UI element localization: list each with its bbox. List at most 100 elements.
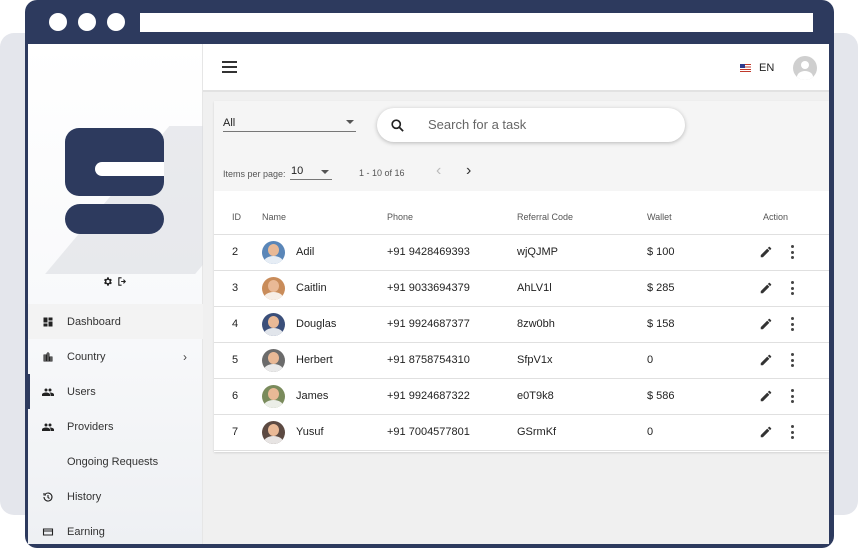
chevron-right-icon: › — [183, 350, 187, 364]
window-dot-3[interactable] — [107, 13, 125, 31]
hamburger-menu-icon[interactable] — [222, 61, 237, 73]
window-dot-2[interactable] — [78, 13, 96, 31]
cell-name: Yusuf — [258, 414, 387, 451]
cell-id: 4 — [214, 306, 258, 343]
more-vert-icon[interactable] — [790, 425, 794, 439]
people-icon — [41, 420, 54, 433]
sidebar-item-earning[interactable]: Earning — [28, 514, 203, 544]
cell-referral-code: wjQJMP — [517, 234, 647, 271]
items-per-page-label: Items per page: — [223, 169, 286, 179]
city-icon — [41, 350, 54, 363]
sidebar-item-ongoing-requests[interactable]: Ongoing Requests — [28, 444, 203, 479]
previous-page-icon[interactable]: ‹ — [436, 162, 442, 179]
edit-pencil-icon[interactable] — [759, 317, 773, 331]
sidebar-item-label: Dashboard — [67, 315, 121, 328]
paginator: Items per page: 10 1 - 10 of 16 ‹ › — [214, 157, 829, 187]
page-range-label: 1 - 10 of 16 — [359, 168, 405, 178]
more-vert-icon[interactable] — [790, 281, 794, 295]
filter-bar: All Search for a task Items per page: 10 — [214, 101, 829, 191]
status-filter-value: All — [223, 117, 236, 129]
cell-wallet: $ 158 — [647, 306, 759, 343]
search-field[interactable]: Search for a task — [377, 108, 685, 142]
avatar[interactable] — [262, 276, 285, 300]
cell-id: 3 — [214, 270, 258, 307]
column-header-referral-code[interactable]: Referral Code — [517, 200, 647, 235]
column-header-name[interactable]: Name — [258, 200, 387, 235]
column-header-phone[interactable]: Phone — [387, 200, 517, 235]
avatar[interactable] — [262, 384, 285, 408]
cell-name: Adil — [258, 234, 387, 271]
sidebar-nav: Dashboard Country › Users — [28, 304, 203, 544]
sidebar-item-users[interactable]: Users — [28, 374, 203, 409]
search-icon — [390, 118, 405, 133]
cell-id: 6 — [214, 378, 258, 415]
edit-pencil-icon[interactable] — [759, 281, 773, 295]
more-vert-icon[interactable] — [790, 389, 794, 403]
search-placeholder: Search for a task — [428, 117, 527, 132]
user-name: Herbert — [296, 354, 333, 366]
sidebar-item-dashboard[interactable]: Dashboard — [28, 304, 203, 339]
people-icon — [41, 385, 54, 398]
cell-wallet: $ 586 — [647, 378, 759, 415]
cell-name: Herbert — [258, 342, 387, 379]
logout-icon[interactable] — [117, 274, 128, 292]
account-avatar-icon[interactable] — [793, 56, 817, 80]
more-vert-icon[interactable] — [790, 245, 794, 259]
cell-referral-code: 8zw0bh — [517, 306, 647, 343]
window-dot-1[interactable] — [49, 13, 67, 31]
table-row[interactable]: 2 Adil +91 9428469393 wjQJMP $ 100 — [214, 234, 829, 271]
status-filter-select[interactable]: All — [223, 115, 356, 132]
sidebar-item-country[interactable]: Country › — [28, 339, 203, 374]
us-flag-icon[interactable] — [740, 64, 751, 72]
card-icon — [41, 525, 54, 538]
avatar[interactable] — [262, 240, 285, 264]
table-row[interactable]: 6 James +91 9924687322 e0T9k8 $ 586 — [214, 378, 829, 415]
language-selector[interactable]: EN — [759, 62, 775, 74]
cell-actions — [759, 306, 829, 343]
avatar[interactable] — [262, 348, 285, 372]
users-table-card: All Search for a task Items per page: 10 — [214, 101, 829, 452]
avatar[interactable] — [262, 312, 285, 336]
cell-referral-code: AhLV1l — [517, 270, 647, 307]
column-header-id[interactable]: ID — [214, 200, 258, 235]
browser-titlebar — [25, 0, 834, 44]
next-page-icon[interactable]: › — [466, 162, 472, 179]
logo-bottom-shape — [65, 204, 164, 234]
users-table: ID Name Phone Referral Code Wallet Actio… — [214, 200, 829, 451]
edit-pencil-icon[interactable] — [759, 245, 773, 259]
cell-referral-code: e0T9k8 — [517, 378, 647, 415]
dropdown-caret-icon — [346, 120, 354, 124]
dropdown-caret-icon — [321, 170, 329, 174]
cell-actions — [759, 270, 829, 307]
brand-logo — [28, 114, 203, 274]
table-row[interactable]: 4 Douglas +91 9924687377 8zw0bh $ 158 — [214, 306, 829, 343]
sidebar-item-providers[interactable]: Providers — [28, 409, 203, 444]
edit-pencil-icon[interactable] — [759, 389, 773, 403]
cell-phone: +91 9428469393 — [387, 234, 517, 271]
cell-actions — [759, 414, 829, 451]
address-bar[interactable] — [140, 13, 813, 32]
cell-phone: +91 8758754310 — [387, 342, 517, 379]
table-row[interactable]: 5 Herbert +91 8758754310 SfpV1x 0 — [214, 342, 829, 379]
cell-actions — [759, 342, 829, 379]
items-per-page-select[interactable]: 10 — [290, 165, 332, 180]
table-header-row: ID Name Phone Referral Code Wallet Actio… — [214, 200, 829, 235]
sidebar-item-history[interactable]: History — [28, 479, 203, 514]
sidebar-quick-actions — [102, 274, 128, 292]
table-row[interactable]: 3 Caitlin +91 9033694379 AhLV1l $ 285 — [214, 270, 829, 307]
cell-name: Douglas — [258, 306, 387, 343]
edit-pencil-icon[interactable] — [759, 353, 773, 367]
column-header-wallet[interactable]: Wallet — [647, 200, 759, 235]
edit-pencil-icon[interactable] — [759, 425, 773, 439]
cell-id: 7 — [214, 414, 258, 451]
sidebar-item-label: Ongoing Requests — [67, 455, 159, 468]
avatar[interactable] — [262, 420, 285, 444]
items-per-page-value: 10 — [291, 165, 304, 177]
table-row[interactable]: 7 Yusuf +91 7004577801 GSrmKf 0 — [214, 414, 829, 451]
cell-wallet: 0 — [647, 342, 759, 379]
sidebar-item-label: Country — [67, 350, 106, 363]
more-vert-icon[interactable] — [790, 353, 794, 367]
more-vert-icon[interactable] — [790, 317, 794, 331]
top-app-bar: EN — [203, 44, 829, 92]
gear-icon[interactable] — [102, 274, 113, 292]
